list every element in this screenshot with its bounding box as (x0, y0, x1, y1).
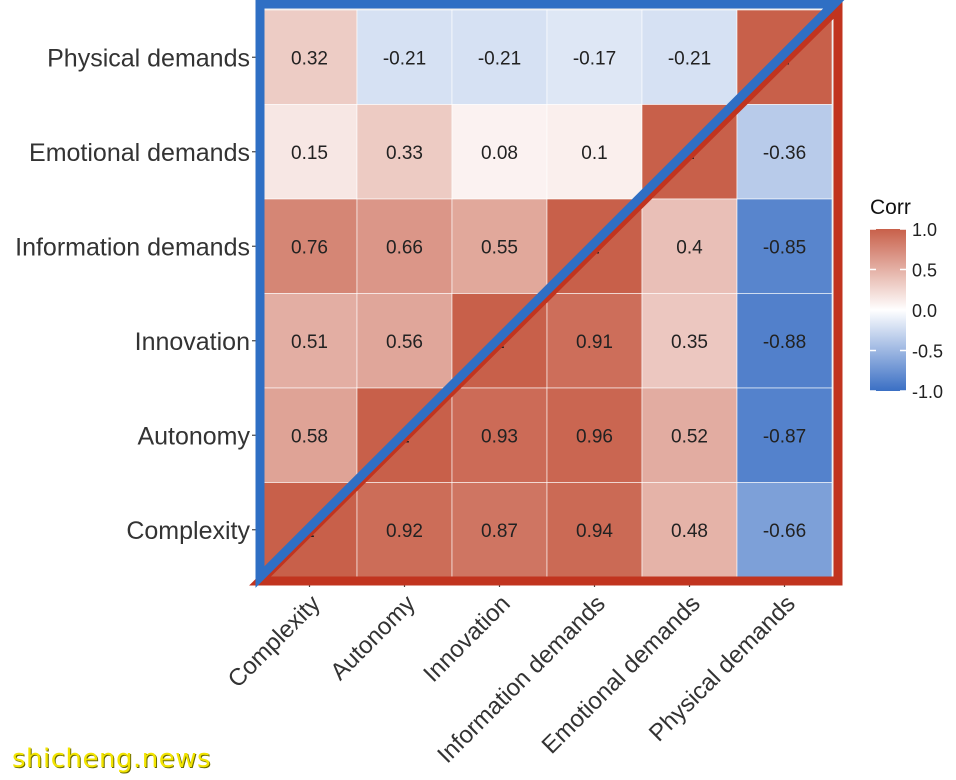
cell-value-label: 0.15 (291, 143, 328, 164)
cell-value-label: 0.1 (581, 143, 607, 164)
cell-value-label: 0.33 (386, 143, 423, 164)
y-tick-label: Emotional demands (29, 139, 250, 167)
cell-value-label: 0.93 (481, 426, 518, 447)
cell-value-label: -0.21 (668, 48, 711, 69)
cell-value-label: -0.17 (573, 48, 616, 69)
heatmap-cell (451, 9, 548, 105)
heatmap-cell (546, 482, 643, 578)
heatmap-cell (736, 104, 833, 200)
watermark-text: shicheng.news (12, 744, 212, 774)
heatmap-cell (736, 387, 833, 483)
legend-tick-label: -0.5 (912, 342, 943, 362)
cell-value-label: 0.48 (671, 521, 708, 542)
cell-value-label: 0.56 (386, 332, 423, 353)
cell-value-label: 0.76 (291, 237, 328, 258)
y-tick-label: Information demands (15, 233, 250, 261)
heatmap-cell (356, 198, 453, 294)
cell-value-label: -0.21 (383, 48, 426, 69)
heatmap-cell (451, 104, 548, 200)
heatmap-cell (546, 9, 643, 105)
heatmap-cell (641, 198, 738, 294)
heatmap-cell (451, 482, 548, 578)
x-tick-label: Autonomy (325, 590, 421, 686)
cell-value-label: -0.85 (763, 237, 806, 258)
heatmap-cell (736, 482, 833, 578)
y-tick-label: Innovation (135, 328, 250, 356)
heatmap-cell (261, 387, 358, 483)
heatmap-cell (261, 104, 358, 200)
cell-value-label: 0.52 (671, 426, 708, 447)
heatmap-cell (356, 9, 453, 105)
legend-tick-label: 0.0 (912, 301, 937, 321)
x-tick-label: Emotional demands (537, 590, 706, 759)
heatmap-cell (641, 293, 738, 389)
heatmap-cell (261, 293, 358, 389)
cell-value-label: 0.96 (576, 426, 613, 447)
legend-title: Corr (870, 196, 911, 219)
cell-value-label: 0.58 (291, 426, 328, 447)
cell-value-label: 0.08 (481, 143, 518, 164)
cell-value-label: 0.92 (386, 521, 423, 542)
cell-value-label: -0.87 (763, 426, 806, 447)
y-tick-label: Physical demands (47, 44, 250, 72)
heatmap-cell (546, 293, 643, 389)
heatmap-cell (736, 293, 833, 389)
cell-value-label: 0.55 (481, 237, 518, 258)
heatmap-cell (736, 198, 833, 294)
upper-triangle-outline (255, 0, 845, 588)
cell-value-label: 0.91 (576, 332, 613, 353)
cell-value-label: 0.51 (291, 332, 328, 353)
cell-value-label: 0.94 (576, 521, 613, 542)
cell-value-label: 0.35 (671, 332, 708, 353)
x-tick-label: Innovation (418, 590, 515, 687)
y-tick-label: Autonomy (137, 422, 250, 450)
legend-tick-label: -1.0 (912, 382, 943, 402)
legend-tick-label: 0.5 (912, 261, 937, 281)
heatmap-cell (261, 9, 358, 105)
cell-value-label: 0.66 (386, 237, 423, 258)
cell-value-label: -0.36 (763, 143, 806, 164)
cell-value-label: -0.66 (763, 521, 806, 542)
cell-value-label: 0.4 (676, 237, 703, 258)
heatmap-cell (641, 482, 738, 578)
cell-value-label: -0.21 (478, 48, 521, 69)
cell-value-label: 0.32 (291, 48, 328, 69)
heatmap-cell (356, 104, 453, 200)
cell-value-label: 0.87 (481, 521, 518, 542)
legend-tick-label: 1.0 (912, 220, 937, 240)
cell-value-label: -0.88 (763, 332, 806, 353)
y-tick-label: Complexity (126, 517, 250, 545)
heatmap-cell (356, 293, 453, 389)
heatmap-cell (261, 198, 358, 294)
heatmap-cell (546, 104, 643, 200)
x-tick-label: Information demands (432, 590, 611, 769)
heatmap-cell (641, 387, 738, 483)
x-tick-label: Complexity (223, 590, 326, 693)
heatmap-cell (451, 198, 548, 294)
